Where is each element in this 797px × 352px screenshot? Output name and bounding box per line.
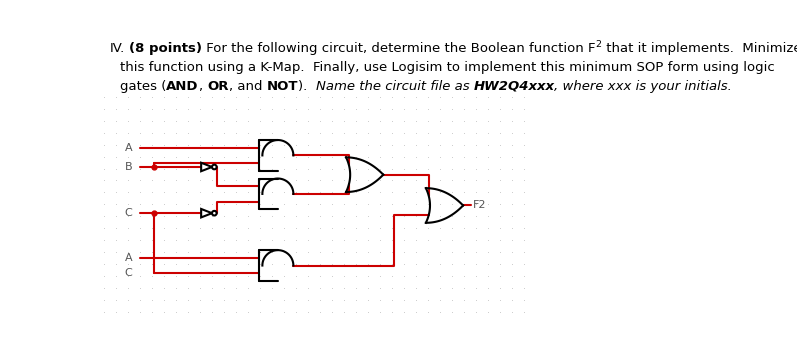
Text: (8 points): (8 points) bbox=[129, 42, 202, 55]
Text: gates (: gates ( bbox=[120, 80, 166, 93]
Text: B: B bbox=[124, 162, 132, 172]
Text: NOT: NOT bbox=[266, 80, 298, 93]
Text: For the following circuit, determine the Boolean function F: For the following circuit, determine the… bbox=[202, 42, 595, 55]
Text: F2: F2 bbox=[473, 201, 486, 210]
Text: OR: OR bbox=[207, 80, 229, 93]
Text: A: A bbox=[124, 253, 132, 263]
Text: HW2Q4xxx: HW2Q4xxx bbox=[473, 80, 555, 93]
Text: this function using a K-Map.  Finally, use Logisim to implement this minimum SOP: this function using a K-Map. Finally, us… bbox=[120, 61, 775, 74]
Text: ).: ). bbox=[298, 80, 316, 93]
Text: C: C bbox=[124, 208, 132, 218]
Text: IV.: IV. bbox=[110, 42, 125, 55]
Text: , and: , and bbox=[229, 80, 266, 93]
Text: ,: , bbox=[198, 80, 207, 93]
Text: C: C bbox=[124, 268, 132, 278]
Text: AND: AND bbox=[166, 80, 198, 93]
Text: 2: 2 bbox=[595, 40, 602, 50]
Text: that it implements.  Minimize: that it implements. Minimize bbox=[602, 42, 797, 55]
Text: A: A bbox=[124, 143, 132, 153]
Text: Name the circuit file as: Name the circuit file as bbox=[316, 80, 473, 93]
Text: , where xxx is your initials.: , where xxx is your initials. bbox=[555, 80, 732, 93]
